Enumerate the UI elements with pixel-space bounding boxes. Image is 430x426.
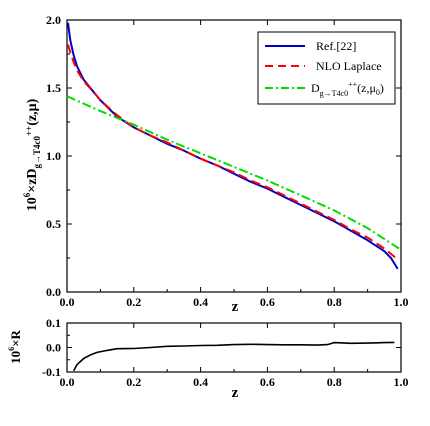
residual-y-tick-label: 0.1 xyxy=(46,316,61,330)
residual-x-tick-label: 1.0 xyxy=(394,375,409,389)
main-x-tick-label: 0.4 xyxy=(193,295,208,309)
main-x-tick-label: 1.0 xyxy=(394,295,409,309)
main-x-tick-label: 0.8 xyxy=(327,295,342,309)
main-x-tick-label: 0.2 xyxy=(126,295,141,309)
main-x-axis-label: z xyxy=(232,299,239,315)
main-panel: 0.0 0.2 0.4 0.6 0.8 1.0 0.0 0.5 1.0 1.5 2.0 Ref.[2… xyxy=(22,13,409,315)
residual-y-tick-label: 0.0 xyxy=(46,341,61,355)
main-y-tick-label: 0.5 xyxy=(46,217,61,231)
residual-y-tick-label: -0.1 xyxy=(42,365,61,379)
residual-y-axis-label: 106×R xyxy=(7,329,23,363)
legend-label-dg: Dg→T4c0++(z,μ0) xyxy=(311,80,384,98)
main-y-tick-label: 2.0 xyxy=(46,13,61,27)
residual-series-group xyxy=(72,341,395,372)
residual-x-tick-label: 0.4 xyxy=(193,375,208,389)
main-ticks-group: 0.0 0.2 0.4 0.6 0.8 1.0 0.0 0.5 1.0 1.5 2.0 xyxy=(46,13,409,309)
main-y-tick-label: 1.5 xyxy=(46,81,61,95)
main-x-tick-label: 0.0 xyxy=(60,295,75,309)
main-y-tick-label: 1.0 xyxy=(46,149,61,163)
residual-ticks-group: 0.0 0.2 0.4 0.6 0.8 1.0-0.10.00.1 xyxy=(42,316,409,389)
legend-label-ref22: Ref.[22] xyxy=(316,39,356,53)
residual-x-tick-label: 0.0 xyxy=(60,375,75,389)
residual-series-line-0 xyxy=(72,341,395,372)
residual-x-tick-label: 0.8 xyxy=(327,375,342,389)
main-x-tick-label: 0.6 xyxy=(260,295,275,309)
residual-x-tick-label: 0.6 xyxy=(260,375,275,389)
residual-x-axis-label: z xyxy=(232,385,239,401)
main-y-axis-label: 106×zDg→T4c0++(z,μ) xyxy=(22,98,42,211)
legend-box xyxy=(257,31,396,105)
main-series-group xyxy=(66,22,402,270)
residual-x-tick-label: 0.2 xyxy=(126,375,141,389)
main-series-line-0 xyxy=(67,22,399,270)
main-y-tick-label: 0.0 xyxy=(46,285,61,299)
main-series-line-1 xyxy=(67,44,399,261)
legend-label-nlo-laplace: NLO Laplace xyxy=(316,59,382,73)
residual-panel: 0.0 0.2 0.4 0.6 0.8 1.0-0.10.00.1 z 106×R xyxy=(7,316,409,401)
legend: Ref.[22] NLO Laplace Dg→T4c0++(z,μ0) xyxy=(257,31,396,105)
